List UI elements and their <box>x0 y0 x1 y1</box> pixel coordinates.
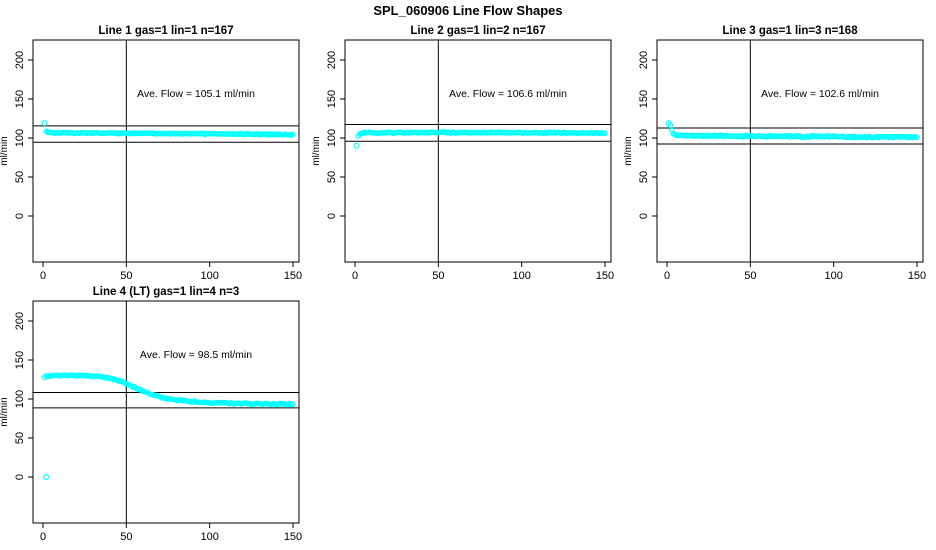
y-tick-label: 200 <box>14 312 26 330</box>
y-tick-label: 100 <box>326 129 338 147</box>
annotation-ave-flow: Ave. Flow = 102.6 ml/min <box>761 88 879 100</box>
y-tick-label: 150 <box>638 90 650 108</box>
y-tick-label: 200 <box>638 51 650 69</box>
data-point <box>290 131 296 138</box>
x-tick-label: 150 <box>284 531 302 543</box>
y-tick-label: 150 <box>14 90 26 108</box>
y-tick-label: 100 <box>14 129 26 147</box>
plot-svg: Line 4 (LT) gas=1 lin=4 n=3 0 50 100 150 200 0… <box>0 286 302 543</box>
outlier-point <box>667 122 674 129</box>
y-axis-label: ml/min <box>312 136 322 165</box>
x-tick-label: 50 <box>432 270 444 282</box>
plot-svg: Line 2 gas=1 lin=2 n=167 0 50 100 150 200 0 50 1… <box>312 25 614 282</box>
y-axis-label: ml/min <box>0 136 10 165</box>
x-tick-label: 0 <box>664 270 670 282</box>
outlier-point <box>43 474 50 481</box>
y-tick-label: 200 <box>326 51 338 69</box>
outlier-point <box>41 120 48 127</box>
plot-box <box>32 300 300 524</box>
data-point <box>914 134 920 141</box>
y-tick-label: 0 <box>14 213 26 219</box>
plot-box <box>32 39 300 263</box>
x-tick-label: 50 <box>120 270 132 282</box>
annotation-ave-flow: Ave. Flow = 105.1 ml/min <box>137 88 255 100</box>
x-tick-label: 150 <box>284 270 302 282</box>
y-tick-label: 0 <box>326 213 338 219</box>
y-tick-label: 100 <box>638 129 650 147</box>
plot-svg: Line 3 gas=1 lin=3 n=168 0 50 100 150 200 0 50 1… <box>624 25 926 282</box>
panel-line-2: Line 2 gas=1 lin=2 n=167 0 50 100 150 200 0 50 1… <box>312 22 624 289</box>
y-tick-label: 0 <box>638 213 650 219</box>
plot-box <box>656 39 924 263</box>
y-tick-label: 150 <box>326 90 338 108</box>
data-point <box>290 401 296 408</box>
panel-title: Line 3 gas=1 lin=3 n=168 <box>722 25 858 37</box>
x-tick-label: 50 <box>120 531 132 543</box>
y-tick-label: 0 <box>14 474 26 480</box>
y-tick-label: 50 <box>638 171 650 183</box>
panel-title: Line 1 gas=1 lin=1 n=167 <box>98 25 233 37</box>
x-tick-label: 150 <box>596 270 614 282</box>
plot-svg: Line 1 gas=1 lin=1 n=167 0 50 100 150 200 0 50 1… <box>0 25 302 282</box>
y-tick-label: 50 <box>14 432 26 444</box>
panel-line-1: Line 1 gas=1 lin=1 n=167 0 50 100 150 200 0 50 1… <box>0 22 312 289</box>
x-tick-label: 100 <box>200 531 218 543</box>
x-tick-label: 50 <box>744 270 756 282</box>
panel-title: Line 2 gas=1 lin=2 n=167 <box>410 25 545 37</box>
plot-box <box>344 39 612 263</box>
y-axis-label: ml/min <box>624 136 634 165</box>
annotation-ave-flow: Ave. Flow = 98.5 ml/min <box>140 349 252 361</box>
outlier-point <box>353 142 360 149</box>
x-tick-label: 100 <box>824 270 842 282</box>
x-tick-label: 100 <box>200 270 218 282</box>
y-tick-label: 200 <box>14 51 26 69</box>
panel-line-4: Line 4 (LT) gas=1 lin=4 n=3 0 50 100 150 200 0… <box>0 283 312 550</box>
data-point <box>602 130 608 137</box>
y-tick-label: 50 <box>14 171 26 183</box>
x-tick-label: 100 <box>512 270 530 282</box>
x-tick-label: 0 <box>40 531 46 543</box>
y-tick-label: 150 <box>14 351 26 369</box>
y-tick-label: 100 <box>14 390 26 408</box>
x-tick-label: 0 <box>352 270 358 282</box>
panel-line-3: Line 3 gas=1 lin=3 n=168 0 50 100 150 200 0 50 1… <box>624 22 936 289</box>
figure-title: SPL_060906 Line Flow Shapes <box>373 3 563 18</box>
annotation-ave-flow: Ave. Flow = 106.6 ml/min <box>449 88 567 100</box>
y-axis-label: ml/min <box>0 397 10 426</box>
x-tick-label: 0 <box>40 270 46 282</box>
x-tick-label: 150 <box>908 270 926 282</box>
y-tick-label: 50 <box>326 171 338 183</box>
panel-title: Line 4 (LT) gas=1 lin=4 n=3 <box>93 286 239 298</box>
